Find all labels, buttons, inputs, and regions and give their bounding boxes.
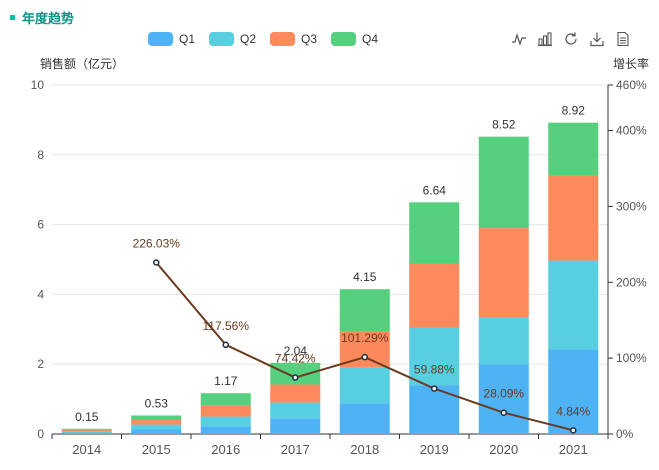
growth-point-2016: [222, 341, 229, 349]
bar-q4-2020: [478, 136, 529, 229]
legend-item-q1[interactable]: Q1: [148, 32, 195, 46]
total-label-2020: 8.52: [492, 118, 516, 132]
bar-q2-2017: [270, 402, 321, 419]
bar-q3-2021: [548, 175, 599, 261]
bar-q1-2021: [548, 349, 599, 434]
bar-q4-2021: [548, 122, 599, 176]
line-chart-icon[interactable]: [511, 31, 527, 47]
legend: Q1 Q2 Q3 Q4: [148, 32, 392, 46]
x-tick-label: 2017: [281, 442, 310, 457]
legend-swatch-q2: [209, 32, 235, 46]
y-tick-label: 4: [37, 287, 44, 301]
bar-q1-2016: [200, 426, 251, 434]
bar-q4-2016: [200, 393, 251, 406]
growth-point-2018: [361, 353, 368, 361]
y-tick-label: 6: [37, 218, 44, 232]
bar-q1-2014: [61, 432, 112, 434]
bar-q4-2018: [339, 289, 390, 332]
legend-label-q3: Q3: [301, 32, 318, 46]
bar-q3-2014: [61, 429, 112, 432]
y-tick-label: 10: [31, 78, 45, 92]
legend-item-q3[interactable]: Q3: [270, 32, 317, 46]
x-tick-label: 2020: [489, 442, 518, 457]
bar-q2-2016: [200, 416, 251, 427]
bar-q2-2021: [548, 260, 599, 350]
legend-item-q4[interactable]: Q4: [331, 32, 378, 46]
growth-point-2017: [292, 374, 299, 381]
bar-q2-2020: [478, 317, 529, 365]
y-tick-label: 8: [37, 148, 44, 162]
legend-item-q2[interactable]: Q2: [209, 32, 256, 46]
x-tick-label: 2015: [142, 442, 171, 457]
bar-q2-2014: [61, 431, 112, 433]
bar-q1-2019: [409, 385, 460, 434]
growth-label-2017: 74.42%: [275, 352, 316, 366]
y2-tick-label: 100%: [616, 351, 647, 365]
bar-q2-2019: [409, 327, 460, 386]
y-tick-label: 0: [37, 427, 44, 441]
x-tick-label: 2014: [72, 442, 101, 457]
y2-tick-label: 0%: [616, 427, 634, 441]
bar-chart-icon[interactable]: [537, 31, 553, 47]
growth-label-2018: 101.29%: [341, 331, 389, 345]
bar-q3-2015: [131, 420, 182, 425]
chart-title-block: 年度趋势: [10, 8, 74, 26]
bar-q3-2020: [478, 228, 529, 318]
chart-title: 年度趋势: [22, 10, 75, 26]
right-axis-title: 增长率: [612, 57, 649, 71]
total-label-2015: 0.53: [145, 397, 169, 411]
legend-swatch-q4: [331, 32, 357, 46]
total-label-2019: 6.64: [423, 183, 447, 197]
toolbox: [501, 31, 631, 47]
growth-label-2020: 28.09%: [483, 387, 524, 401]
growth-label-2015: 226.03%: [133, 237, 181, 251]
bar-q1-2017: [270, 418, 321, 434]
legend-label-q1: Q1: [179, 32, 196, 46]
bar-q2-2018: [339, 367, 390, 404]
x-tick-label: 2019: [420, 442, 449, 457]
data-view-icon[interactable]: [615, 31, 631, 47]
legend-label-q4: Q4: [362, 32, 379, 46]
download-icon[interactable]: [589, 31, 605, 47]
bar-q4-2017: [270, 362, 321, 385]
growth-point-2020: [500, 409, 507, 416]
x-tick-label: 2018: [350, 442, 379, 457]
legend-swatch-q1: [148, 32, 173, 46]
total-label-2017: 2.04: [284, 344, 308, 358]
bar-q3-2017: [270, 384, 321, 403]
bar-q4-2014: [61, 428, 112, 430]
total-label-2018: 4.15: [353, 270, 377, 284]
growth-label-2016: 117.56%: [203, 319, 250, 333]
bar-q1-2018: [339, 403, 390, 434]
total-label-2021: 8.92: [562, 104, 586, 118]
legend-swatch-q3: [270, 32, 296, 46]
y2-tick-label: 460%: [616, 78, 647, 92]
left-axis-title: 销售额（亿元）: [40, 57, 125, 71]
bar-q4-2019: [409, 202, 460, 263]
growth-point-2021: [570, 427, 577, 434]
bar-q3-2019: [409, 262, 460, 328]
y2-tick-label: 300%: [616, 199, 647, 213]
bar-q1-2015: [131, 429, 182, 434]
growth-label-2021: 4.84%: [556, 404, 590, 418]
growth-point-2019: [431, 385, 438, 392]
y2-tick-label: 200%: [616, 275, 647, 289]
bar-q1-2020: [478, 364, 529, 434]
x-tick-label: 2016: [211, 442, 240, 457]
restore-icon[interactable]: [563, 31, 579, 47]
total-label-2014: 0.15: [75, 410, 99, 424]
growth-label-2019: 59.88%: [414, 363, 455, 377]
total-label-2016: 1.17: [214, 374, 238, 388]
y2-tick-label: 400%: [616, 124, 647, 138]
title-marker: [10, 14, 15, 20]
bar-q3-2016: [200, 405, 251, 417]
legend-label-q2: Q2: [240, 32, 257, 46]
x-tick-label: 2021: [559, 442, 588, 457]
growth-point-2015: [153, 259, 160, 266]
y-tick-label: 2: [37, 357, 44, 371]
bar-q4-2015: [131, 415, 182, 421]
bar-q2-2015: [131, 424, 182, 430]
